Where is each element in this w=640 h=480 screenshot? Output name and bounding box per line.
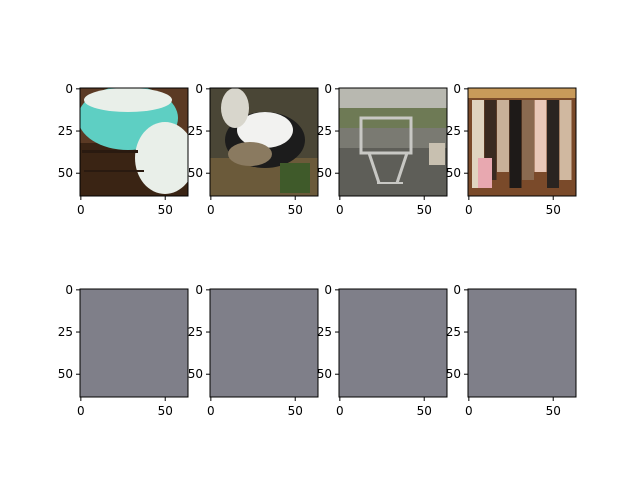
y-tick-label: 50 — [317, 367, 332, 381]
image-content — [80, 88, 188, 196]
x-tick-label: 0 — [207, 203, 215, 217]
subplot-r1c2: 0 50 0 25 50 — [317, 283, 448, 418]
blank-image — [80, 289, 188, 397]
y-tick-label: 0 — [195, 82, 203, 96]
x-tick-label: 50 — [546, 404, 561, 418]
y-tick-label: 50 — [188, 166, 203, 180]
subplot-r1c1: 0 50 0 25 50 — [188, 283, 319, 418]
x-tick-label: 0 — [77, 404, 85, 418]
y-tick-label: 0 — [324, 82, 332, 96]
axes-frame — [209, 288, 319, 398]
x-tick-label: 0 — [465, 404, 473, 418]
image-content — [468, 88, 576, 196]
x-tick-label: 50 — [546, 203, 561, 217]
axes-frame — [79, 288, 189, 398]
y-tick-label: 25 — [58, 325, 73, 339]
image-content — [339, 88, 447, 196]
axes-frame — [467, 288, 577, 398]
x-tick-label: 50 — [288, 404, 303, 418]
axes-frame — [338, 87, 448, 197]
x-tick-label: 0 — [465, 203, 473, 217]
y-tick-label: 50 — [446, 166, 461, 180]
y-tick-label: 25 — [317, 124, 332, 138]
x-tick-label: 0 — [336, 203, 344, 217]
subplot-r0c3: 0 50 0 25 50 — [446, 82, 577, 217]
y-tick-label: 0 — [195, 283, 203, 297]
subplot-r1c0: 0 50 0 25 50 — [58, 283, 189, 418]
x-tick-label: 50 — [288, 203, 303, 217]
image-content — [210, 88, 318, 196]
blank-image — [210, 289, 318, 397]
x-tick-label: 50 — [158, 203, 173, 217]
x-tick-label: 50 — [158, 404, 173, 418]
subplot-r0c1: 0 50 0 25 50 — [188, 82, 319, 217]
y-tick-label: 25 — [188, 325, 203, 339]
x-tick-label: 50 — [417, 203, 432, 217]
y-tick-label: 0 — [453, 82, 461, 96]
blank-image — [468, 289, 576, 397]
y-tick-label: 50 — [58, 367, 73, 381]
axes-frame — [338, 288, 448, 398]
y-tick-label: 50 — [317, 166, 332, 180]
y-tick-label: 50 — [446, 367, 461, 381]
y-tick-label: 25 — [58, 124, 73, 138]
x-tick-label: 0 — [336, 404, 344, 418]
subplot-r0c2: 0 50 0 25 50 — [317, 82, 448, 217]
y-tick-label: 0 — [65, 82, 73, 96]
subplot-grid: 0 50 0 25 50 0 50 0 25 50 0 50 0 25 50 0 50 0 25 50 0 50 0 25 50… — [58, 82, 577, 418]
subplot-r0c0: 0 50 0 25 50 — [58, 82, 189, 217]
y-tick-label: 25 — [317, 325, 332, 339]
y-tick-label: 0 — [453, 283, 461, 297]
y-tick-label: 50 — [188, 367, 203, 381]
y-tick-label: 0 — [65, 283, 73, 297]
x-tick-label: 0 — [77, 203, 85, 217]
x-tick-label: 0 — [207, 404, 215, 418]
x-tick-label: 50 — [417, 404, 432, 418]
y-tick-label: 50 — [58, 166, 73, 180]
y-tick-label: 25 — [446, 124, 461, 138]
y-tick-label: 0 — [324, 283, 332, 297]
axes-frame — [467, 87, 577, 197]
axes-frame — [209, 87, 319, 197]
y-tick-label: 25 — [188, 124, 203, 138]
axes-frame — [79, 87, 189, 197]
blank-image — [339, 289, 447, 397]
y-tick-label: 25 — [446, 325, 461, 339]
subplot-r1c3: 0 50 0 25 50 — [446, 283, 577, 418]
